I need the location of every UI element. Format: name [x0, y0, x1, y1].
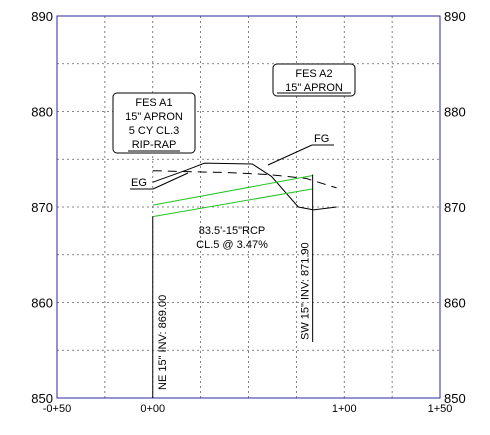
- series-pipe-top: [152, 175, 313, 206]
- y-tick-label-right: 860: [444, 296, 466, 311]
- fes-a1-line-4: RIP-RAP: [132, 139, 177, 151]
- fes-a1-line-3: 5 CY CL.3: [129, 125, 180, 137]
- y-tick-label-left: 860: [31, 296, 53, 311]
- fg-leader: [267, 144, 313, 166]
- y-tick-label-left: 890: [31, 9, 53, 24]
- y-tick-label-left: 850: [31, 391, 53, 406]
- y-tick-label-left: 880: [31, 105, 53, 120]
- fes-a1-box: [112, 92, 196, 154]
- fg-label: FG: [314, 133, 329, 145]
- y-tick-label-left: 870: [31, 200, 53, 215]
- fes-a2-line-1: FES A2: [295, 68, 332, 80]
- profile-lines: [152, 162, 337, 218]
- x-tick-label: -0+50: [43, 403, 71, 415]
- fes-a2-line-2: 15" APRON: [285, 82, 343, 94]
- eg-leader: [152, 172, 189, 190]
- y-tick-label-right: 880: [444, 105, 466, 120]
- series-pipe-bottom: [152, 188, 313, 218]
- series-fg: [152, 162, 337, 211]
- fes-a2-box: [272, 63, 356, 97]
- y-tick-label-right: 850: [444, 391, 466, 406]
- eg-callout: EG: [130, 172, 189, 190]
- x-tick-label: 1+50: [428, 403, 453, 415]
- eg-label: EG: [131, 177, 147, 189]
- x-tick-label: 0+00: [140, 403, 165, 415]
- fg-callout: FG: [267, 133, 334, 166]
- fes-a1-line-1: FES A1: [135, 97, 172, 109]
- fes-a1-line-2: 15" APRON: [125, 111, 183, 123]
- tick-labels: 850 850 860 860 870 870 880 880 890 890 -0+50 0+00 1…: [31, 9, 465, 415]
- grid-lines: [57, 16, 440, 398]
- pipe-label-line-1: 83.5'-15"RCP: [199, 225, 266, 237]
- plot-frame: [56, 15, 441, 399]
- ne-inv-label: NE 15" INV: 869.00: [157, 295, 169, 390]
- sw-inv-label: SW 15" INV: 871.90: [300, 242, 312, 340]
- y-tick-label-right: 870: [444, 200, 466, 215]
- fes-a2-callout: FES A2 15" APRON: [272, 63, 356, 97]
- y-tick-label-right: 890: [444, 9, 466, 24]
- pipe-label-line-2: CL.5 @ 3.47%: [196, 239, 268, 251]
- fes-a1-callout: FES A1 15" APRON 5 CY CL.3 RIP-RAP: [112, 92, 196, 154]
- x-tick-label: 1+00: [332, 403, 357, 415]
- series-eg: [152, 170, 337, 189]
